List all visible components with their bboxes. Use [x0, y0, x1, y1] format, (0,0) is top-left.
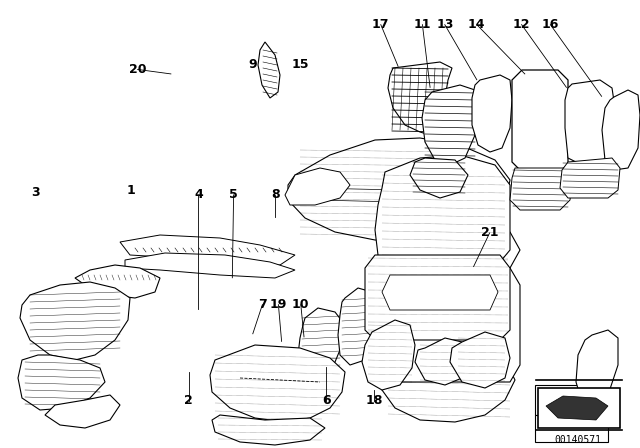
- Polygon shape: [560, 158, 620, 198]
- Polygon shape: [338, 288, 382, 365]
- Text: 8: 8: [271, 188, 280, 202]
- Polygon shape: [380, 268, 520, 382]
- Text: 21: 21: [481, 226, 499, 240]
- Polygon shape: [472, 75, 512, 152]
- Polygon shape: [602, 90, 640, 170]
- Text: 1: 1: [127, 184, 136, 197]
- Polygon shape: [288, 138, 510, 242]
- Polygon shape: [125, 253, 295, 278]
- Polygon shape: [285, 168, 350, 205]
- Polygon shape: [535, 385, 608, 415]
- Polygon shape: [510, 168, 572, 210]
- Text: 4: 4: [194, 188, 203, 202]
- Polygon shape: [400, 290, 498, 332]
- Polygon shape: [535, 415, 608, 442]
- Text: 15: 15: [292, 58, 310, 72]
- Text: 11: 11: [413, 18, 431, 31]
- Polygon shape: [415, 338, 468, 385]
- Polygon shape: [298, 308, 345, 382]
- Polygon shape: [576, 330, 618, 408]
- Text: 12: 12: [513, 18, 531, 31]
- Polygon shape: [212, 415, 325, 445]
- Polygon shape: [422, 85, 478, 165]
- Text: 16: 16: [541, 18, 559, 31]
- Text: 6: 6: [322, 394, 331, 408]
- Text: 17: 17: [372, 18, 390, 31]
- Text: 9: 9: [248, 58, 257, 72]
- Polygon shape: [120, 235, 295, 265]
- Polygon shape: [75, 265, 160, 298]
- Polygon shape: [512, 70, 568, 172]
- Text: 19: 19: [269, 298, 287, 311]
- Text: 18: 18: [365, 394, 383, 408]
- Polygon shape: [362, 320, 415, 390]
- Text: 13: 13: [436, 18, 454, 31]
- Polygon shape: [388, 62, 452, 135]
- Polygon shape: [210, 345, 345, 422]
- Polygon shape: [410, 158, 468, 198]
- Polygon shape: [365, 255, 510, 340]
- Polygon shape: [375, 155, 510, 282]
- Polygon shape: [382, 342, 515, 422]
- Text: 3: 3: [31, 186, 40, 199]
- Polygon shape: [450, 332, 510, 388]
- Text: 14: 14: [468, 18, 486, 31]
- Polygon shape: [390, 232, 520, 268]
- Polygon shape: [382, 275, 498, 310]
- Text: 7: 7: [258, 298, 267, 311]
- Text: 2: 2: [184, 394, 193, 408]
- Text: 20: 20: [129, 63, 147, 76]
- Text: 10: 10: [292, 298, 310, 311]
- Polygon shape: [546, 396, 608, 420]
- Polygon shape: [45, 395, 120, 428]
- Polygon shape: [565, 80, 615, 165]
- Text: 5: 5: [229, 188, 238, 202]
- Polygon shape: [20, 282, 130, 360]
- Polygon shape: [18, 355, 105, 410]
- Polygon shape: [258, 42, 280, 98]
- Text: 00140571: 00140571: [554, 435, 602, 445]
- Polygon shape: [538, 388, 620, 428]
